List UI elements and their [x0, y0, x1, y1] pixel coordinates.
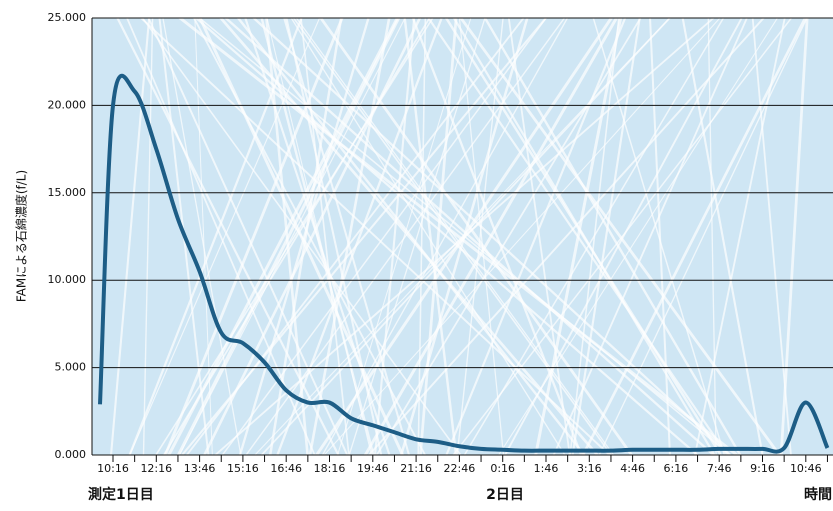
- x-tick-label: 4:46: [620, 462, 645, 475]
- y-tick-label: 0.000: [55, 448, 87, 461]
- x-tick-label: 10:16: [97, 462, 129, 475]
- x-tick-label: 7:46: [707, 462, 732, 475]
- x-tick-label: 18:16: [314, 462, 346, 475]
- chart: FAMによる石綿濃度(f/L) 0.000 5.000 10.000 15.000 20…: [0, 0, 833, 511]
- y-tick-label: 25.000: [48, 11, 87, 24]
- x-tick-label: 13:46: [184, 462, 216, 475]
- x-tick-label: 0:16: [490, 462, 515, 475]
- x-tick-label: 15:16: [227, 462, 259, 475]
- y-tick-label: 20.000: [48, 98, 87, 111]
- x-tick-label: 9:16: [750, 462, 775, 475]
- x-tick-label: 22:46: [444, 462, 476, 475]
- y-axis-label: FAMによる石綿濃度(f/L): [14, 170, 29, 302]
- x-tick-label: 6:16: [664, 462, 689, 475]
- x-tick-label: 1:46: [534, 462, 559, 475]
- x-tick-label: 10:46: [790, 462, 822, 475]
- y-tick-label: 5.000: [55, 361, 87, 374]
- x-tick-label: 12:16: [140, 462, 172, 475]
- annotation: 時間: [804, 486, 832, 503]
- x-tick-label: 19:46: [357, 462, 389, 475]
- annotation: 測定1日目: [88, 486, 154, 503]
- y-tick-label: 15.000: [48, 186, 87, 199]
- x-tick-label: 16:46: [270, 462, 302, 475]
- x-tick-label: 3:16: [577, 462, 602, 475]
- annotation: 2日目: [486, 487, 524, 503]
- y-tick-label: 10.000: [48, 273, 87, 286]
- x-tick-label: 21:16: [400, 462, 432, 475]
